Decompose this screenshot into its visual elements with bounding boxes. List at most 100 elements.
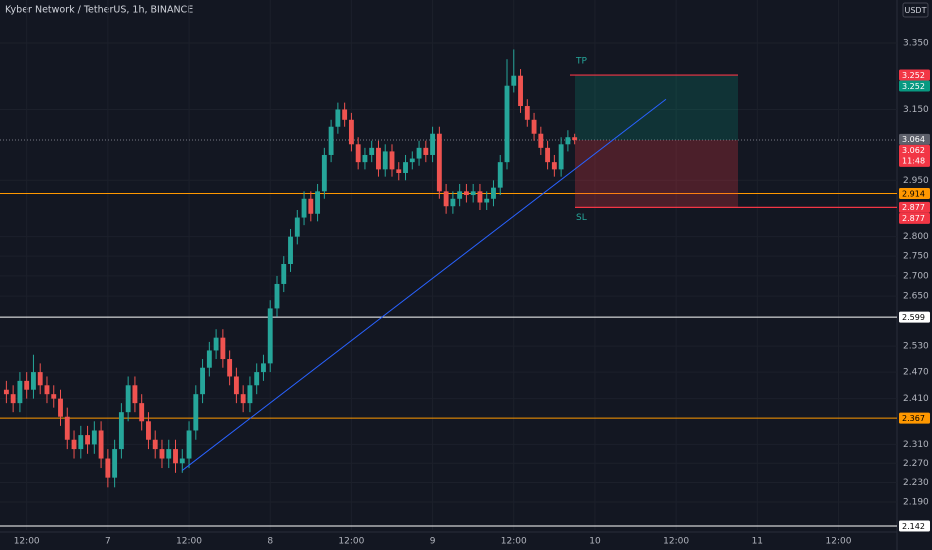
candle-body	[64, 416, 70, 440]
candle-body	[193, 394, 199, 431]
candle-body	[159, 449, 165, 459]
candle-body	[254, 372, 260, 386]
candle-body	[416, 147, 422, 159]
candle-body	[31, 372, 36, 390]
y-tick-label: 2.190	[903, 498, 929, 508]
price-label: 2.914	[902, 189, 925, 198]
candle-body	[98, 430, 104, 459]
candle-body	[186, 430, 192, 459]
candle-body	[281, 264, 287, 284]
price-label-box	[899, 133, 930, 145]
candle-body	[37, 372, 43, 386]
x-tick-label: 10	[589, 537, 601, 547]
currency[interactable]: USDT	[905, 6, 927, 15]
candle-body	[51, 394, 57, 399]
currency-box[interactable]	[902, 2, 929, 18]
y-tick-label: 2.700	[903, 271, 929, 281]
x-tick-label: 12:00	[176, 537, 202, 547]
candle-body	[227, 359, 233, 377]
candle-body	[531, 119, 537, 134]
x-tick-label: 12:00	[14, 537, 40, 547]
candle-body	[463, 191, 469, 196]
candle-body	[409, 158, 415, 163]
candle-body	[477, 191, 483, 203]
candle-body	[78, 435, 84, 450]
x-tick-label: 12:00	[501, 537, 527, 547]
y-tick-label: 2.270	[903, 459, 929, 469]
price-label: 2.599	[902, 313, 925, 322]
trend-line	[181, 98, 667, 471]
candle-body	[504, 85, 510, 163]
y-tick-label: 2.950	[903, 176, 929, 186]
candle-body	[545, 147, 551, 163]
tp-label: TP	[575, 57, 587, 67]
candle-body	[213, 337, 219, 351]
price-label-box	[899, 188, 930, 200]
price-label-box	[899, 311, 930, 323]
candle-body	[524, 106, 530, 120]
price-label-box	[899, 412, 930, 424]
price-label-box	[899, 69, 930, 81]
candle-body	[396, 169, 402, 174]
candle-body	[125, 385, 131, 413]
candle-body	[247, 385, 253, 404]
candle-body	[511, 75, 517, 86]
y-tick-label: 2.230	[903, 478, 929, 488]
y-tick-label: 2.310	[903, 440, 929, 450]
candle-body	[267, 308, 273, 364]
candle-body	[308, 198, 314, 214]
candle-body	[355, 144, 361, 163]
candle-body	[389, 151, 395, 170]
candle-body	[152, 439, 158, 450]
candle-body	[382, 151, 388, 170]
candle-body	[17, 380, 23, 404]
price-label-box	[899, 144, 930, 167]
candle-body	[551, 162, 557, 170]
candle-body	[423, 147, 429, 155]
candle-body	[558, 144, 564, 170]
candle-body	[450, 198, 456, 207]
x-tick-label: 9	[430, 537, 436, 547]
candle-body	[321, 154, 327, 192]
candle-body	[403, 162, 408, 174]
price-label: 2.877	[902, 203, 925, 212]
y-tick-label: 2.750	[903, 252, 929, 262]
price-label-box	[899, 201, 930, 213]
y-tick-label: 3.150	[903, 105, 929, 115]
candle-body	[261, 363, 266, 373]
x-tick-label: 12:00	[826, 537, 852, 547]
candle-body	[348, 119, 354, 145]
candle-body	[118, 412, 124, 450]
y-tick-label: 2.470	[903, 368, 929, 378]
candle-body	[44, 385, 50, 395]
candle-body	[71, 439, 77, 450]
price-label-box	[899, 212, 930, 224]
x-tick-label: 8	[267, 537, 273, 547]
candle-body	[91, 430, 97, 445]
candle-body	[200, 367, 206, 395]
y-tick-label: 2.650	[903, 292, 929, 302]
y-tick-label: 2.410	[903, 394, 929, 404]
price-label-box	[899, 520, 930, 532]
candle-body	[362, 154, 368, 163]
candle-body	[335, 109, 341, 127]
candle-body	[484, 198, 490, 203]
candle-body	[470, 191, 476, 196]
candle-body	[518, 75, 523, 107]
price-label-box	[899, 80, 930, 92]
candle-body	[491, 187, 496, 199]
candle-body	[105, 458, 111, 478]
candle-body	[301, 198, 307, 218]
candle-body	[376, 147, 381, 170]
candle-body	[24, 380, 30, 390]
candle-body	[294, 217, 300, 237]
price-label: 3.252	[902, 82, 925, 91]
profit-zone	[575, 75, 738, 141]
candle-body	[173, 449, 178, 464]
candle-body	[85, 435, 90, 445]
price-label: 2.142	[902, 522, 925, 531]
candle-body	[58, 398, 63, 417]
y-tick-label: 3.350	[903, 38, 929, 48]
candle-body	[240, 394, 246, 404]
